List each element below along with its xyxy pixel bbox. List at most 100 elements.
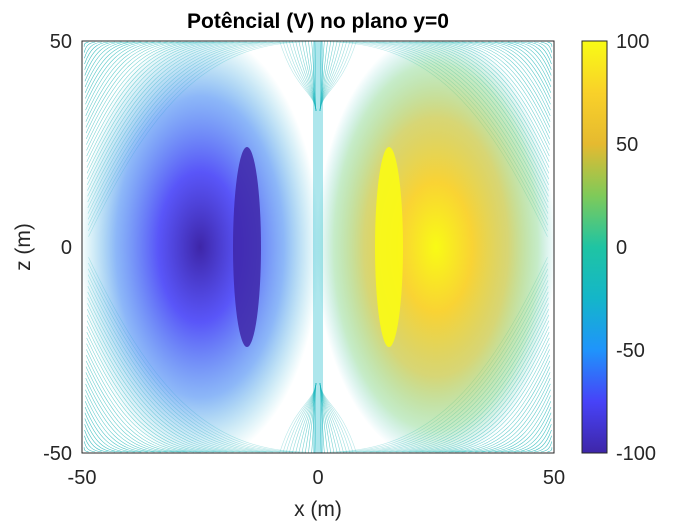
contour-line	[279, 41, 317, 112]
contour-line	[288, 382, 317, 453]
contour-line	[84, 41, 109, 65]
contour-line	[85, 41, 148, 99]
contour-line	[83, 41, 89, 47]
contour-line	[85, 41, 175, 122]
contour-line	[494, 401, 552, 453]
contour-line	[547, 41, 553, 47]
contour-line	[521, 424, 552, 453]
contour-line	[84, 435, 102, 453]
contour-line	[84, 429, 109, 453]
colorbar-tick-label: 0	[616, 237, 627, 259]
contour-line	[501, 406, 552, 453]
contour-line	[282, 382, 317, 453]
x-tick-label: 0	[312, 467, 323, 489]
contour-line	[481, 41, 551, 105]
contour-line	[85, 41, 155, 105]
contour-line	[84, 424, 115, 453]
colorbar-tick-label: -50	[616, 340, 645, 362]
plot-frame	[81, 40, 555, 454]
contour-line	[282, 41, 317, 112]
contour-line	[84, 418, 122, 453]
contour-line	[468, 41, 551, 116]
contour-line	[295, 382, 317, 453]
contour-line	[461, 372, 551, 453]
contour-line	[474, 41, 551, 111]
colorbar-ramp	[581, 40, 608, 454]
x-axis: -50 0 50 x (m)	[68, 467, 566, 521]
y-axis: -50 0 50 z (m)	[12, 31, 72, 465]
y-tick-label: 50	[50, 31, 72, 53]
contour-line	[319, 382, 354, 453]
contour-line	[85, 389, 155, 453]
contour-line	[481, 389, 551, 453]
contour-line	[279, 382, 317, 453]
potential-minimum-core	[233, 147, 261, 347]
contour-line	[84, 41, 122, 76]
contour-line	[514, 418, 552, 453]
contour-line	[84, 41, 142, 93]
contour-line	[527, 41, 552, 65]
colorbar-tick-label: -100	[616, 443, 656, 465]
contour-line	[84, 412, 129, 453]
contour-line	[319, 382, 348, 453]
contour-line	[292, 41, 317, 112]
contour-line	[292, 382, 317, 453]
contour-line	[83, 447, 89, 453]
potential-maximum-core	[375, 147, 403, 347]
contour-line	[488, 395, 551, 453]
x-axis-label: x (m)	[294, 498, 342, 521]
contour-line	[288, 41, 317, 112]
contour-line	[84, 41, 135, 88]
chart-title: Potêncial (V) no plano y=0	[187, 10, 449, 33]
contour-line	[319, 41, 351, 112]
contour-line	[474, 383, 551, 453]
x-tick-label: 50	[543, 467, 565, 489]
contour-line	[85, 378, 168, 453]
y-axis-label: z (m)	[12, 223, 35, 271]
contour-line	[488, 41, 551, 99]
contour-line	[85, 41, 162, 111]
contour-line	[319, 382, 344, 453]
contour-line	[547, 447, 553, 453]
colorbar-tick-label: 100	[616, 31, 649, 53]
contour-line	[85, 395, 148, 453]
contour-line	[507, 412, 552, 453]
contour-line	[84, 401, 142, 453]
contour-line	[295, 41, 317, 112]
contour-line	[468, 378, 551, 453]
contour-line	[285, 382, 317, 453]
contour-line	[84, 41, 102, 59]
y-tick-label: 0	[61, 237, 72, 259]
potential-maximum-region	[316, 41, 554, 453]
potential-minimum-region	[82, 41, 320, 453]
contour-line	[534, 435, 552, 453]
contour-line	[319, 382, 341, 453]
contour-line	[84, 41, 115, 70]
contour-line	[319, 382, 357, 453]
contour-line	[319, 41, 344, 112]
contour-line	[285, 41, 317, 112]
contour-line	[84, 41, 129, 82]
colorbar: -100 -50 0 50 100	[581, 31, 656, 465]
contour-line	[83, 441, 96, 453]
contour-line	[85, 41, 168, 116]
contour-line	[319, 41, 357, 112]
contour-line	[501, 41, 552, 88]
plot-area	[82, 41, 554, 453]
contour-line	[507, 41, 552, 82]
contour-line	[84, 406, 135, 453]
contour-line	[85, 383, 162, 453]
contour-line	[540, 41, 553, 53]
contour-line	[461, 41, 551, 122]
contour-line	[534, 41, 552, 59]
contour-line	[521, 41, 552, 70]
contour-line	[514, 41, 552, 76]
colorbar-tick-label: 50	[616, 134, 638, 156]
contour-line	[494, 41, 552, 93]
x-tick-label: -50	[68, 467, 97, 489]
contour-line	[527, 429, 552, 453]
contour-line	[540, 441, 553, 453]
contour-line	[319, 41, 354, 112]
contour-line	[319, 41, 348, 112]
